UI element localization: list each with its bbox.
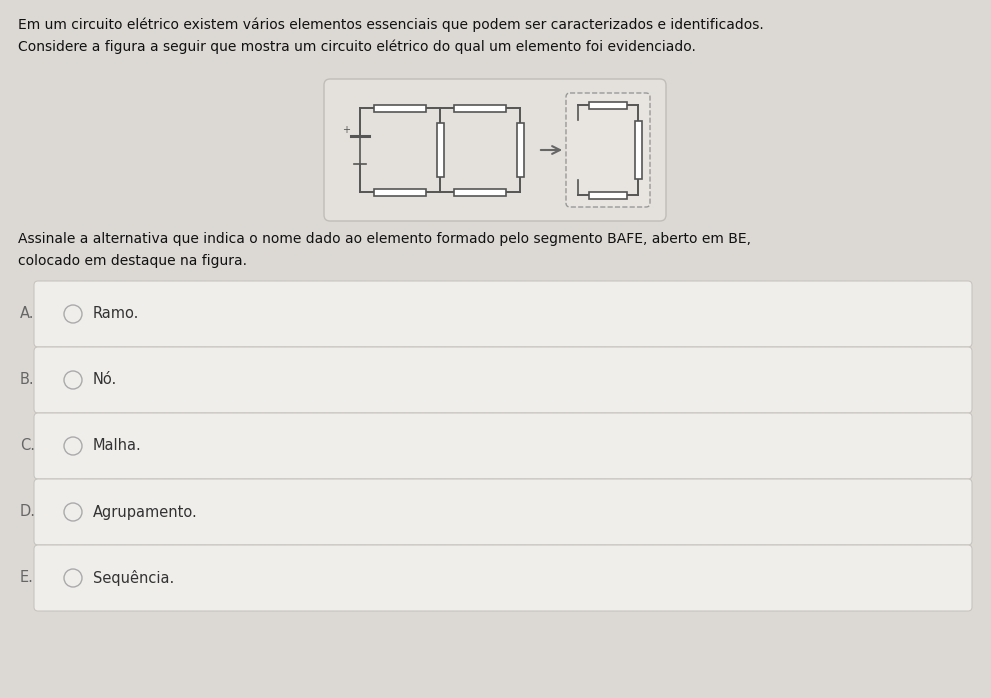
Text: Nó.: Nó. [93, 373, 117, 387]
Bar [455, 105, 505, 112]
Circle shape [64, 503, 82, 521]
Text: Sequência.: Sequência. [93, 570, 174, 586]
FancyBboxPatch shape [34, 347, 972, 413]
FancyBboxPatch shape [34, 281, 972, 347]
Bar [589, 101, 627, 108]
Bar [516, 123, 523, 177]
Bar [455, 188, 505, 195]
FancyBboxPatch shape [34, 413, 972, 479]
Bar [589, 191, 627, 198]
FancyBboxPatch shape [324, 79, 666, 221]
Text: E.: E. [20, 570, 34, 586]
FancyBboxPatch shape [34, 545, 972, 611]
Text: B.: B. [20, 373, 35, 387]
Bar [375, 105, 425, 112]
Text: Assinale a alternativa que indica o nome dado ao elemento formado pelo segmento : Assinale a alternativa que indica o nome… [18, 232, 751, 246]
Bar [375, 188, 425, 195]
FancyBboxPatch shape [34, 479, 972, 545]
FancyBboxPatch shape [566, 93, 650, 207]
Circle shape [64, 305, 82, 323]
Text: Em um circuito elétrico existem vários elementos essenciais que podem ser caract: Em um circuito elétrico existem vários e… [18, 18, 764, 33]
Text: Ramo.: Ramo. [93, 306, 140, 322]
Circle shape [64, 569, 82, 587]
Text: D.: D. [20, 505, 36, 519]
Text: +: + [342, 125, 350, 135]
Text: A.: A. [20, 306, 35, 322]
Bar [436, 123, 444, 177]
Text: Agrupamento.: Agrupamento. [93, 505, 198, 519]
Text: Considere a figura a seguir que mostra um circuito elétrico do qual um elemento : Considere a figura a seguir que mostra u… [18, 40, 696, 54]
Circle shape [64, 437, 82, 455]
Text: C.: C. [20, 438, 35, 454]
Text: colocado em destaque na figura.: colocado em destaque na figura. [18, 254, 247, 268]
Text: Malha.: Malha. [93, 438, 142, 454]
Circle shape [64, 371, 82, 389]
Bar [634, 121, 641, 179]
